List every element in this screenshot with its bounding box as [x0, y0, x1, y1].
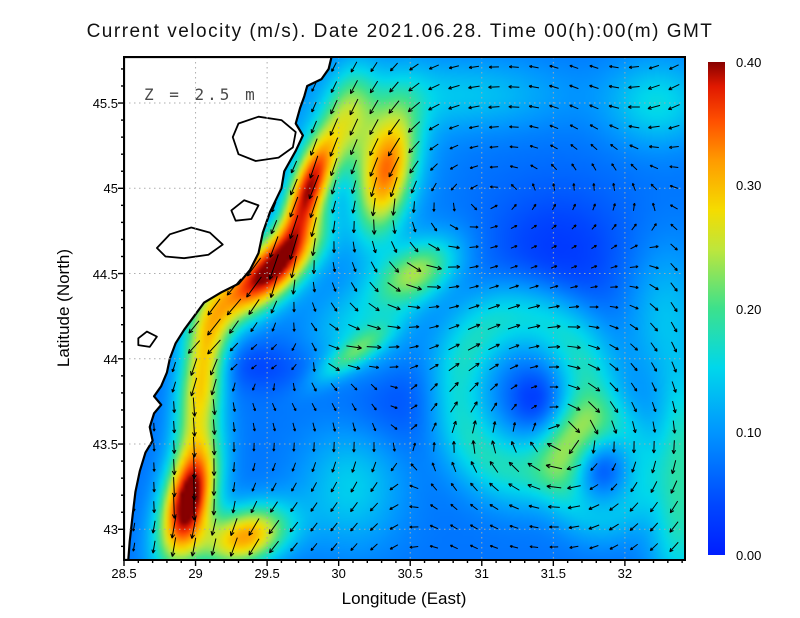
depth-annotation: Z = 2.5 m: [144, 85, 258, 104]
x-tick-label: 31.5: [540, 566, 566, 581]
colorbar-label: 0.00: [736, 548, 762, 563]
colorbar-label: 0.40: [736, 55, 762, 70]
y-tick-label: 45: [103, 181, 118, 197]
y-axis-label: Latitude (North): [54, 248, 73, 368]
x-tick-label: 31: [474, 566, 489, 581]
x-tick-label: 30: [331, 566, 346, 581]
x-tick-label: 29: [188, 566, 203, 581]
chart-title: Current velocity (m/s). Date 2021.06.28.…: [86, 21, 714, 42]
y-tick-label: 43.5: [92, 437, 118, 453]
y-tick-label: 43: [103, 522, 118, 538]
x-tick-label: 29.5: [254, 566, 280, 581]
x-tick-label: 32: [617, 566, 633, 581]
x-tick-label: 30.5: [397, 566, 423, 581]
y-tick-label: 44: [103, 351, 118, 367]
x-axis-label: Longitude (East): [341, 589, 467, 608]
y-tick-label: 44.5: [92, 266, 118, 282]
y-tick-label: 45.5: [92, 96, 118, 112]
colorbar-label: 0.30: [736, 178, 762, 194]
x-tick-label: 28.5: [111, 566, 137, 581]
colorbar-label: 0.20: [736, 301, 762, 317]
colorbar-label: 0.10: [736, 424, 762, 440]
